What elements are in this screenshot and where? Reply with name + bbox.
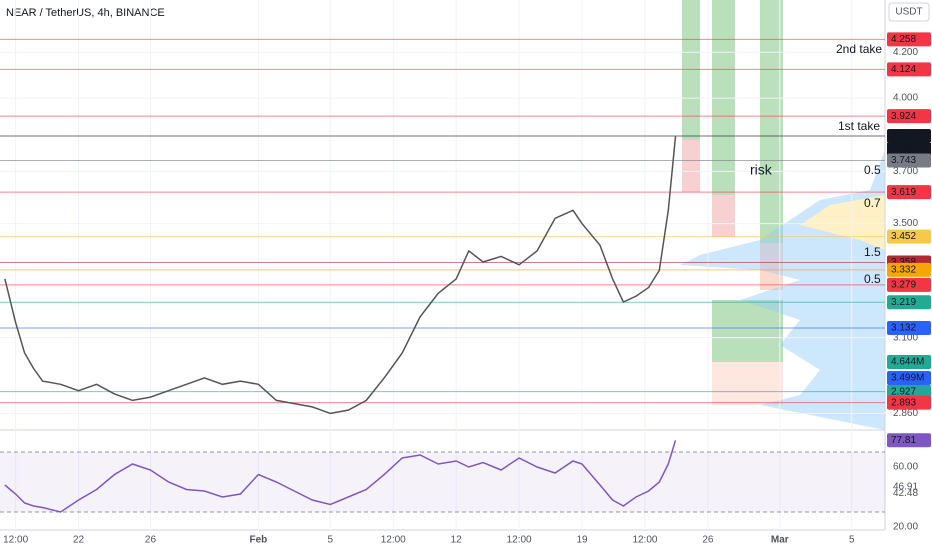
x-tick-label: 19 (576, 535, 588, 546)
x-tick-label: Feb (249, 535, 267, 546)
price-badge (887, 128, 931, 143)
y-tick-label: 2.860 (893, 408, 918, 419)
rsi-band (0, 452, 885, 512)
price-badge (887, 109, 931, 124)
annotation: 2nd take (836, 42, 882, 56)
volume-badge-label: 3.499M (891, 373, 924, 384)
price-badge-label: 2.927 (891, 386, 916, 397)
annotation: 0.7 (864, 196, 881, 210)
rsi-badge (887, 433, 931, 448)
price-badge (887, 395, 931, 410)
price-badge (887, 185, 931, 200)
x-tick-label: 26 (145, 535, 157, 546)
price-badge-label: 2.893 (891, 397, 916, 408)
x-tick-label: Mar (771, 535, 789, 546)
price-badge (887, 229, 931, 244)
price-badge (887, 295, 931, 310)
price-badge-label: 3.619 (891, 187, 916, 198)
countdown: 01:13:26 (891, 143, 926, 153)
volume-badge (887, 355, 931, 369)
annotation: 1st take (838, 119, 880, 133)
position-zones (682, 0, 783, 405)
price-badge-label: 3.279 (891, 280, 916, 291)
countdown-badge (887, 142, 931, 155)
zone (682, 140, 700, 192)
y-tick-label: 4.200 (893, 47, 918, 58)
price-badge (887, 262, 931, 277)
x-tick-label: 26 (702, 535, 714, 546)
zone (712, 300, 783, 362)
annotation: 0.5 (864, 163, 881, 177)
x-tick-label: 5 (849, 535, 855, 546)
price-badge-label: 3.452 (891, 231, 916, 242)
x-tick-label: 22 (73, 535, 85, 546)
price-badge-label: 3.332 (891, 264, 916, 275)
price-badge-label: 3.358 (891, 257, 916, 268)
profile (680, 150, 885, 430)
price-badge (887, 384, 931, 399)
currency[interactable]: USDT (895, 7, 922, 18)
volume-badge-label: 4.644M (891, 357, 924, 368)
zone (712, 362, 783, 405)
annotation: risk (750, 162, 773, 178)
zone (682, 0, 700, 140)
price-badge-label: 4.258 (891, 34, 916, 45)
rsi-badge-label: 77.81 (891, 435, 916, 446)
price-badge-label: 4.124 (891, 64, 916, 75)
price-badge (887, 32, 931, 47)
price-line (4, 136, 677, 415)
price-badge (887, 62, 931, 77)
x-tick-label: 12 (451, 535, 463, 546)
price-badge-label: 3.743 (891, 155, 916, 166)
zone (712, 0, 735, 195)
zone (712, 195, 735, 237)
y-tick-label: 20.00 (893, 522, 918, 533)
rsi-line (4, 440, 677, 513)
y-tick-label: 4.000 (893, 93, 918, 104)
x-tick-label: 12:00 (3, 535, 28, 546)
price-badge-label: 3.842 (891, 131, 916, 142)
x-tick-label: 12:00 (381, 535, 406, 546)
currency-box[interactable] (888, 2, 930, 22)
price-badge-label: 3.219 (891, 297, 916, 308)
y-tick-label: 3.100 (893, 332, 918, 343)
annotation: 0.5 (864, 272, 881, 286)
x-tick-label: 12:00 (632, 535, 657, 546)
price-badge-label: 3.132 (891, 323, 916, 334)
price-badge (887, 153, 931, 168)
y-tick-label: 3.500 (893, 218, 918, 229)
price-badge-label: 3.924 (891, 111, 916, 122)
zone (760, 0, 783, 243)
x-tick-label: 12:00 (507, 535, 532, 546)
x-tick-label: 5 (328, 535, 334, 546)
volume-badge (887, 371, 931, 385)
annotation: 1.5 (864, 245, 881, 259)
y-tick-label: 60.00 (893, 462, 918, 473)
y-tick-label: 3.700 (893, 166, 918, 177)
price-badge (887, 277, 931, 292)
y-tick-label: 42.48 (893, 488, 918, 499)
symbol-title: NEAR / TetherUS, 4h, BINANCE (6, 7, 165, 19)
zone (760, 243, 783, 290)
price-badge (887, 321, 931, 336)
y-tick-label: 46.91 (893, 481, 918, 492)
